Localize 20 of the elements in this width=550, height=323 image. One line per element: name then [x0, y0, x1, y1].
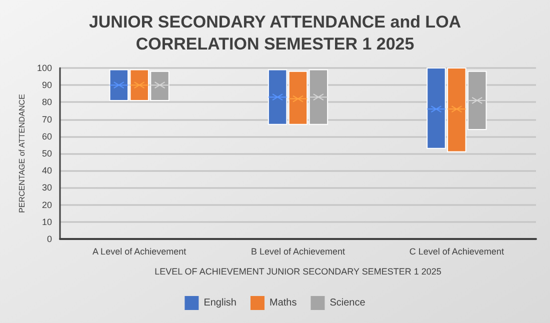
y-tick-label: 100: [36, 63, 52, 73]
y-tick-label: 0: [46, 234, 52, 244]
chart-title: JUNIOR SECONDARY ATTENDANCE and LOA CORRELATION SEMESTER 1 2025: [88, 12, 462, 54]
y-tick-label: 80: [42, 97, 52, 108]
legend-label: Science: [330, 298, 366, 308]
y-tick-label: 30: [42, 182, 52, 193]
y-tick-label: 70: [42, 114, 52, 124]
y-tick-label: 50: [42, 148, 52, 158]
x-tick-label: A Level of Achievement: [92, 246, 187, 256]
legend-label: English: [204, 298, 237, 308]
y-tick-label: 60: [42, 131, 52, 142]
y-tick-label: 10: [42, 216, 52, 227]
x-tick-label: C Level of Achievement: [409, 246, 504, 256]
y-tick-label: 90: [42, 80, 52, 90]
x-tick-label: B Level of Achievement: [250, 246, 346, 256]
legend-label: Maths: [269, 298, 297, 308]
x-axis-title: LEVEL OF ACHIEVEMENT JUNIOR SECONDARY SEMESTER 1 2025: [154, 266, 442, 276]
y-tick-label: 20: [42, 200, 52, 210]
y-tick-label: 40: [42, 166, 52, 176]
y-axis-title: PERCENTAGE of ATTENDANCE: [18, 94, 26, 213]
